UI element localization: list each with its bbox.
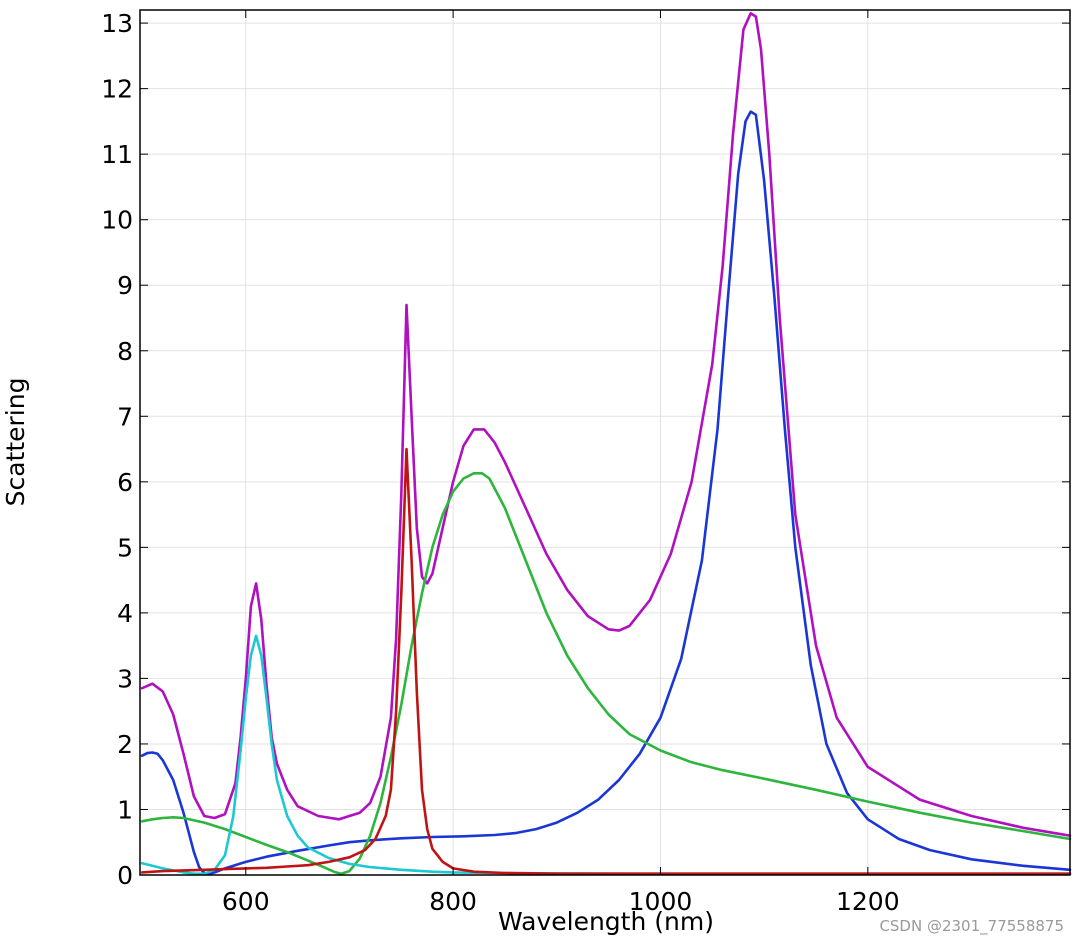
y-axis-label: Scattering (1, 378, 30, 507)
plot-frame (139, 9, 1071, 876)
y-tick-label: 13 (101, 9, 133, 38)
x-tick-label: 600 (222, 887, 270, 916)
y-tick-label: 1 (117, 795, 133, 824)
series-line-1 (140, 12, 1072, 837)
watermark-text: CSDN @2301_77558875 (879, 917, 1064, 936)
series-line-3 (140, 472, 1072, 875)
series-line-5 (140, 447, 1072, 875)
y-tick-label: 5 (117, 533, 133, 562)
y-tick-label: 6 (117, 468, 133, 497)
y-tick-label: 2 (117, 730, 133, 759)
y-tick-label: 3 (117, 664, 133, 693)
y-tick-label: 11 (101, 140, 133, 169)
grid-lines (140, 10, 1070, 876)
y-tick-label: 9 (117, 271, 133, 300)
x-tick-label: 1200 (836, 887, 900, 916)
y-tick-label: 8 (117, 337, 133, 366)
x-tick-label: 1000 (629, 887, 693, 916)
series-line-4 (140, 634, 1072, 875)
y-tick-label: 10 (101, 206, 133, 235)
y-tick-label: 0 (117, 861, 133, 890)
y-tick-label: 12 (101, 75, 133, 104)
series-lines (140, 12, 1072, 875)
x-tick-label: 800 (429, 887, 477, 916)
series-line-2 (140, 110, 1072, 875)
y-tick-label: 7 (117, 402, 133, 431)
x-axis-label: Wavelength (nm) (498, 907, 714, 936)
y-tick-label: 4 (117, 599, 133, 628)
